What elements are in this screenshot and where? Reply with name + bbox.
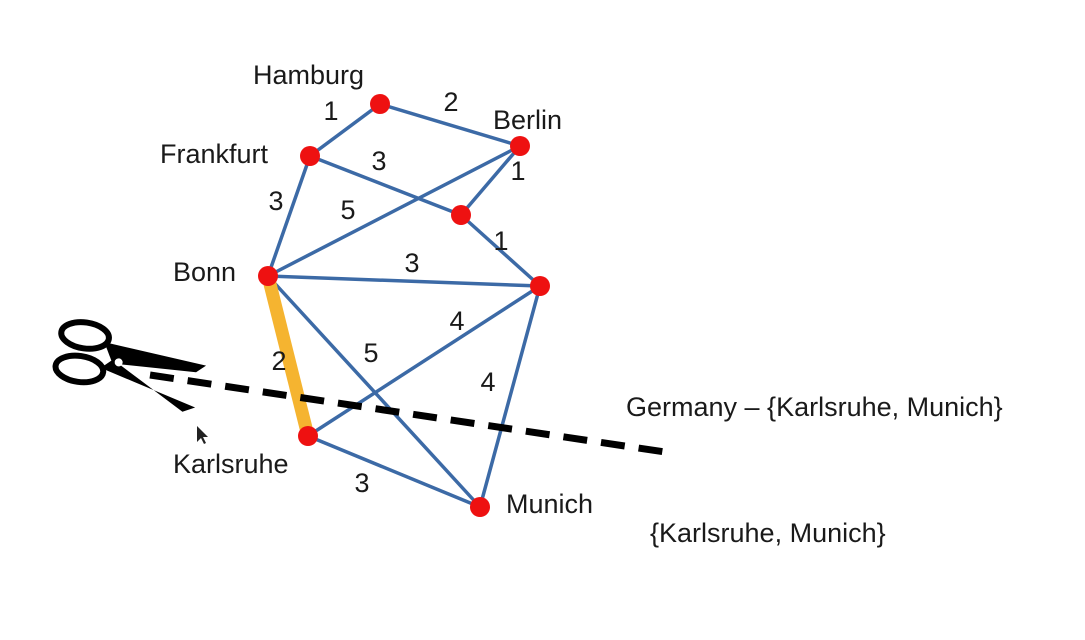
- node-east: [530, 276, 550, 296]
- edge-frankfurt-bonn: [266, 155, 312, 277]
- node-label-munich: Munich: [506, 489, 593, 519]
- cut-line: [149, 371, 666, 456]
- node-label-hamburg: Hamburg: [253, 60, 364, 90]
- edge-weight-berlin-mid: 1: [510, 156, 525, 186]
- edge-frankfurt-mid: [309, 154, 462, 217]
- edge-weight-frankfurt-bonn: 3: [268, 186, 283, 216]
- edge-bonn-berlin: [267, 144, 521, 278]
- node-label-bonn: Bonn: [173, 257, 236, 287]
- edge-weight-karlsruhe-east: 4: [449, 306, 464, 336]
- edge-weight-frankfurt-mid: 3: [371, 146, 386, 176]
- edge-bonn-munich: [266, 274, 482, 509]
- scissors-icon: [52, 319, 207, 412]
- edge-weight-karlsruhe-munich: 3: [354, 468, 369, 498]
- nodes-layer: [258, 94, 550, 517]
- node-label-karlsruhe: Karlsruhe: [173, 449, 289, 479]
- edge-hamburg-berlin: [379, 102, 521, 148]
- node-munich: [470, 497, 490, 517]
- edge-east-munich: [478, 285, 542, 508]
- edge-weight-hamburg-berlin: 2: [443, 87, 458, 117]
- edge-mid-east: [459, 213, 542, 288]
- edge-berlin-mid: [459, 144, 522, 217]
- node-berlin: [510, 136, 530, 156]
- edge-weight-bonn-munich: 5: [363, 338, 378, 368]
- edge-weight-east-munich: 4: [480, 367, 495, 397]
- node-frankfurt: [300, 146, 320, 166]
- edge-bonn-karlsruhe: [261, 274, 315, 438]
- edge-karlsruhe-munich: [307, 434, 481, 509]
- edge-bonn-east: [267, 274, 541, 288]
- mouse-pointer-icon: [197, 426, 208, 444]
- node-label-frankfurt: Frankfurt: [160, 139, 269, 169]
- node-label-berlin: Berlin: [493, 105, 562, 135]
- node-hamburg: [370, 94, 390, 114]
- edge-karlsruhe-east: [307, 284, 541, 438]
- edge-weight-mid-east: 1: [493, 226, 508, 256]
- node-mid: [451, 205, 471, 225]
- edge-weight-bonn-karlsruhe: 2: [271, 346, 286, 376]
- labels-layer: Hamburg Frankfurt Berlin Bonn Karlsruhe Munic…: [160, 60, 593, 519]
- edges-layer: [261, 102, 542, 509]
- node-bonn: [258, 266, 278, 286]
- edge-frankfurt-hamburg: [308, 102, 382, 158]
- edge-weight-bonn-east: 3: [404, 248, 419, 278]
- node-karlsruhe: [298, 426, 318, 446]
- edge-weight-bonn-berlin: 5: [340, 195, 355, 225]
- caption-cut-set: Germany – {Karlsruhe, Munich}: [626, 392, 1003, 422]
- edge-weight-frankfurt-hamburg: 1: [323, 96, 338, 126]
- caption-subset: {Karlsruhe, Munich}: [650, 518, 886, 548]
